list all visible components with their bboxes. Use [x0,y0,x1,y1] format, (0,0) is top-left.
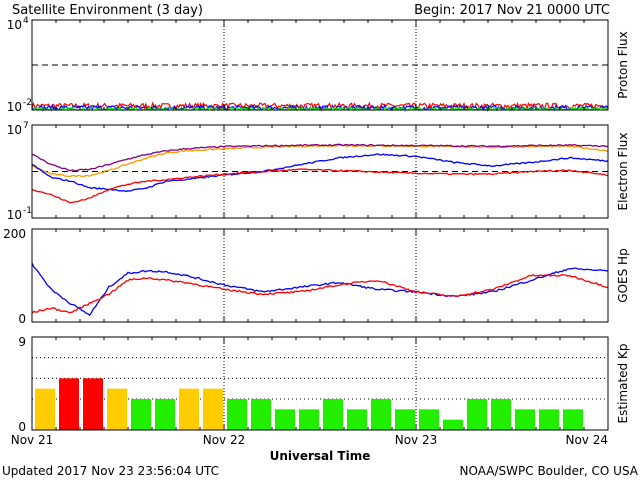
kp-bar [467,399,487,430]
kp-bar [59,378,79,430]
kp-bar [155,399,175,430]
kp-bar [203,388,223,430]
y-tick-exponent-top: 7 [23,121,29,131]
kp-bar [107,388,127,430]
series-line [31,143,609,172]
y-tick-exponent-bottom: -2 [23,98,32,108]
series-line [31,153,609,193]
kp-bar [491,399,511,430]
kp-bar [131,399,151,430]
series-line [31,273,609,314]
kp-bar [35,388,55,430]
kp-bar [227,399,247,430]
y-tick-exponent-bottom: -1 [23,206,32,216]
begin-time: Begin: 2017 Nov 21 0000 UTC [414,3,610,18]
kp-bar [347,409,367,430]
kp-bar [371,399,391,430]
panel-frame [31,228,609,323]
kp-bar [323,399,343,430]
y-axis-label-electron: Electron Flux [616,133,630,211]
y-tick-label-bottom: 10 [7,208,22,222]
x-axis-label: Universal Time [270,449,371,463]
kp-bar [563,409,583,430]
y-tick-label-top: 10 [7,18,22,32]
series-line [31,168,609,204]
x-tick-label-1: Nov 22 [203,433,246,447]
x-tick-label-3: Nov 24 [565,433,608,447]
y-tick-label-bottom: 0 [18,420,26,434]
kp-bar [83,378,103,430]
y-tick-label-top: 200 [3,227,26,241]
y-tick-label-bottom: 0 [18,312,26,326]
kp-bar [515,409,535,430]
kp-bar [251,399,271,430]
y-tick-label-top: 10 [7,123,22,137]
credit-text: NOAA/SWPC Boulder, CO USA [460,464,639,478]
updated-timestamp: Updated 2017 Nov 23 23:56:04 UTC [2,464,219,478]
x-tick-label-0: Nov 21 [11,433,54,447]
series-line [31,262,608,317]
x-tick-label-2: Nov 23 [395,433,438,447]
panel-kp: 9 0 Estimated Kp [18,335,630,434]
panel-hp: 200 0 GOES Hp [3,227,630,326]
y-axis-label-hp: GOES Hp [616,248,630,302]
y-tick-label-bottom: 10 [7,100,22,114]
kp-bar [275,409,295,430]
panel-frame [31,19,609,111]
chart-title: Satellite Environment (3 day) [12,3,203,18]
kp-bar [419,409,439,430]
y-tick-label-top: 9 [18,335,26,349]
y-tick-exponent-top: 4 [23,16,29,26]
kp-bar [539,409,559,430]
y-axis-label-kp: Estimated Kp [616,344,630,424]
kp-bar [299,409,319,430]
kp-bar [179,388,199,430]
y-axis-label-proton: Proton Flux [616,31,630,98]
kp-bar [395,409,415,430]
kp-bar [443,419,463,430]
